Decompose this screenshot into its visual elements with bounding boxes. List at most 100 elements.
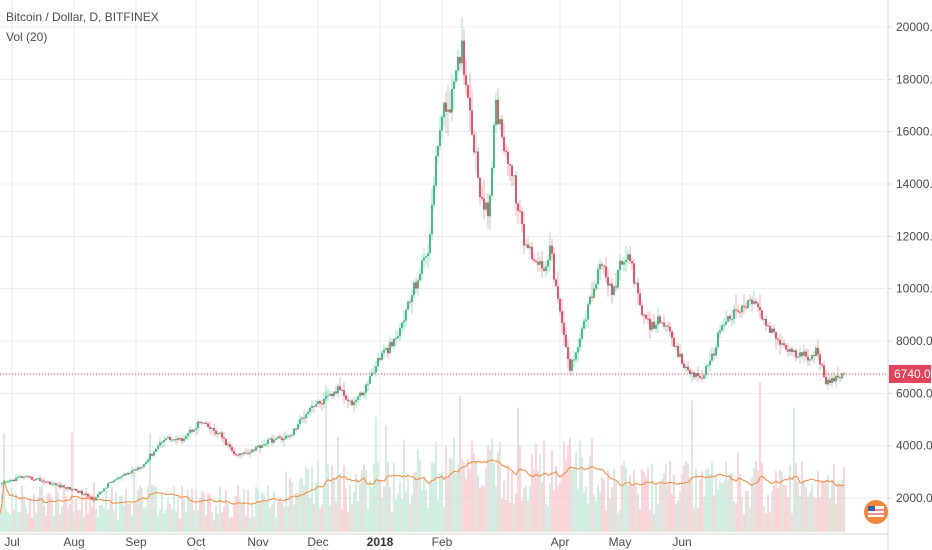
time-axis[interactable]: Jul Aug Sep Oct Nov Dec 2018 Feb Apr May Jun <box>0 533 888 549</box>
candle-up <box>61 485 63 488</box>
volume-bar <box>39 486 41 532</box>
candle-up <box>277 436 279 439</box>
volume-bar <box>655 482 657 532</box>
candle-down <box>557 286 559 299</box>
volume-bar <box>505 499 507 532</box>
volume-bar <box>83 517 85 532</box>
candle-up <box>831 378 833 383</box>
volume-bar <box>93 482 95 532</box>
volume-bar <box>41 485 43 532</box>
candle-down <box>391 342 393 347</box>
candle-up <box>655 324 657 329</box>
volume-bar <box>757 470 759 532</box>
candle-up <box>369 376 371 384</box>
volume-bar <box>813 496 815 532</box>
volume-bar <box>19 511 21 532</box>
volume-bar <box>459 396 461 532</box>
candle-up <box>405 309 407 321</box>
candle-up <box>727 315 729 322</box>
volume-bar <box>111 486 113 532</box>
candle-up <box>183 438 185 442</box>
volume-bar <box>465 479 467 532</box>
volume-bar <box>383 486 385 532</box>
volume-bar <box>127 503 129 532</box>
volume-bar <box>419 460 421 532</box>
volume-bar <box>507 464 509 532</box>
volume-bar <box>103 508 105 532</box>
volume-bar <box>589 456 591 532</box>
candle-up <box>375 366 377 373</box>
volume-bar <box>509 502 511 532</box>
candle-down <box>523 223 525 246</box>
candle-down <box>237 454 239 456</box>
candle-down <box>813 354 815 356</box>
volume-bar <box>9 514 11 532</box>
candle-down <box>247 453 249 455</box>
candle-down <box>55 483 57 486</box>
candle-up <box>411 295 413 302</box>
volume-bar <box>327 463 329 532</box>
volume-bar <box>443 506 445 532</box>
volume-bar <box>803 480 805 532</box>
volume-bar <box>581 457 583 532</box>
candle-up <box>579 338 581 348</box>
volume-bar <box>293 504 295 532</box>
candle-up <box>657 316 659 325</box>
volume-bar <box>409 503 411 532</box>
candle-down <box>639 293 641 306</box>
candle-up <box>353 402 355 406</box>
volume-bar <box>447 478 449 532</box>
candle-down <box>281 437 283 441</box>
candle-down <box>351 400 353 406</box>
volume-bar <box>75 498 77 532</box>
candle-up <box>97 494 99 498</box>
volume-bar <box>779 469 781 532</box>
volume-bar <box>703 496 705 532</box>
candle-down <box>647 318 649 320</box>
candle-up <box>741 305 743 313</box>
candle-down <box>89 496 91 498</box>
volume-bar <box>541 482 543 532</box>
candle-up <box>437 145 439 157</box>
candle-down <box>693 372 695 378</box>
volume-bar <box>555 466 557 532</box>
candle-down <box>819 354 821 365</box>
volume-bar <box>455 473 457 532</box>
candle-down <box>643 314 645 316</box>
price-axis[interactable]: 2000.0 4000.0 6000.0 8000.0 10000.0 12000.0 14… <box>887 0 932 550</box>
candle-up <box>327 395 329 397</box>
candle-up <box>475 151 477 153</box>
volume-indicator-label[interactable]: Vol (20) <box>6 30 48 44</box>
candle-up <box>447 109 449 112</box>
volume-bar <box>607 469 609 532</box>
candle-up <box>101 491 103 493</box>
candle-up <box>707 365 709 367</box>
volume-bar <box>759 382 761 532</box>
candle-up <box>99 491 101 495</box>
candle-down <box>139 467 141 469</box>
volume-bar <box>547 505 549 532</box>
volume-bar <box>141 487 143 532</box>
candle-down <box>477 151 479 178</box>
candle-down <box>199 421 201 423</box>
volume-bar <box>721 483 723 532</box>
candle-down <box>837 375 839 378</box>
candle-down <box>541 261 543 269</box>
volume-bar <box>213 519 215 532</box>
candle-down <box>483 198 485 210</box>
volume-bar <box>295 492 297 532</box>
candle-down <box>777 338 779 340</box>
volume-bar <box>687 463 689 532</box>
candle-up <box>665 325 667 327</box>
candle-up <box>461 40 463 64</box>
candle-down <box>205 422 207 424</box>
volume-bar <box>843 467 845 532</box>
volume-bar <box>475 460 477 532</box>
candle-down <box>31 476 33 480</box>
candle-down <box>505 150 507 152</box>
volume-bar <box>91 506 93 532</box>
candle-down <box>829 379 831 383</box>
volume-bar <box>233 503 235 532</box>
candle-up <box>37 478 39 480</box>
